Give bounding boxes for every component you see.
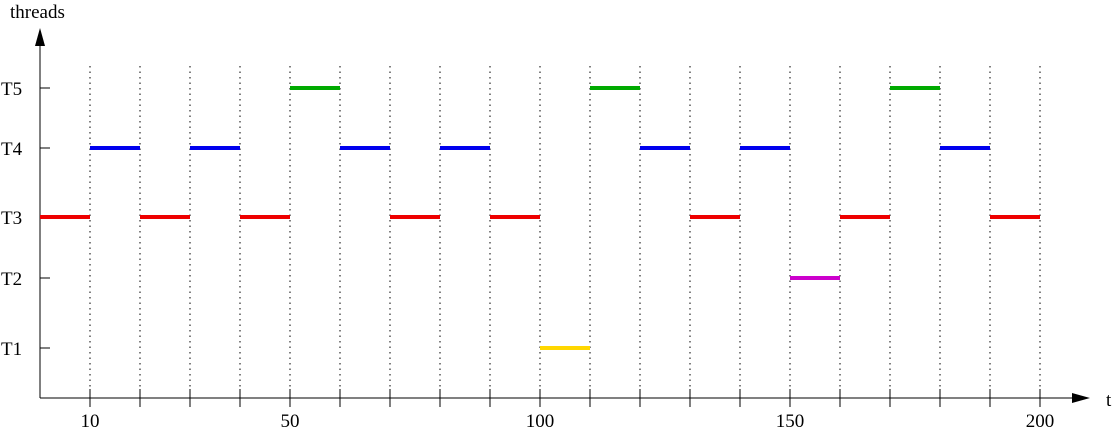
y-tick-label-t4: T4 — [1, 139, 23, 160]
y-axis-label: threads — [10, 2, 65, 23]
x-axis-arrow — [1072, 393, 1090, 403]
x-tick-label-10: 10 — [81, 411, 100, 428]
y-tick-label-t5: T5 — [1, 79, 22, 100]
grid-lines — [89, 66, 1041, 398]
y-tick-label-t2: T2 — [1, 269, 22, 290]
y-tick-label-t1: T1 — [1, 339, 22, 360]
x-ticks — [89, 389, 1041, 407]
x-tick-label-150: 150 — [776, 411, 805, 428]
y-tick-label-t3: T3 — [1, 208, 22, 229]
x-tick-label-50: 50 — [281, 411, 300, 428]
y-axis-arrow — [35, 28, 45, 46]
x-tick-label-100: 100 — [526, 411, 555, 428]
y-tick-labels: T1 T2 T3 T4 T5 — [1, 79, 50, 360]
x-tick-label-200: 200 — [1026, 411, 1055, 428]
x-tick-labels: 10 50 100 150 200 — [81, 411, 1055, 428]
x-axis-label: t — [1106, 390, 1112, 411]
axes: threads t — [10, 2, 1112, 411]
thread-segments — [40, 86, 1040, 350]
